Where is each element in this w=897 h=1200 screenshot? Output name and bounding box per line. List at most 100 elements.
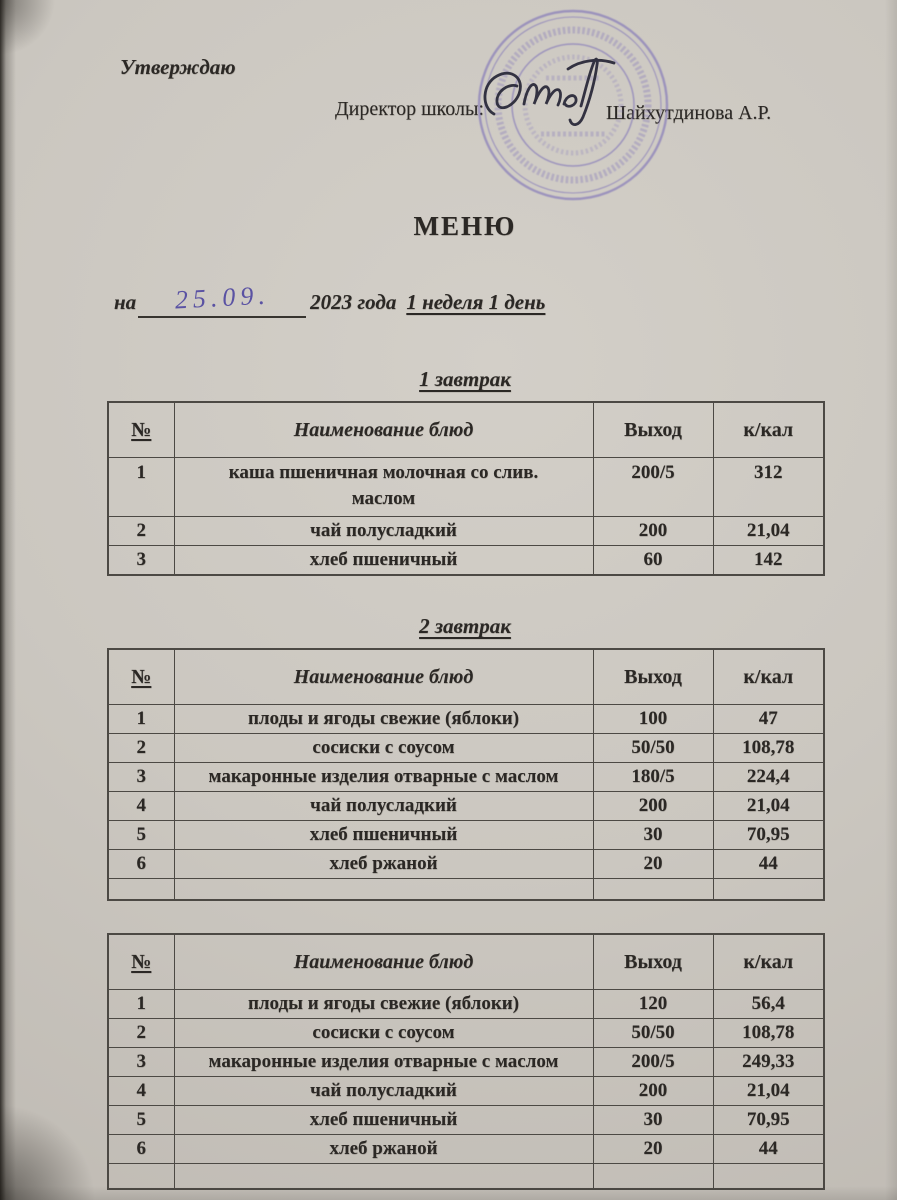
table-cell: 3 xyxy=(107,545,175,576)
handwritten-date: 25.09. xyxy=(173,280,271,315)
approve-label: Утверждаю xyxy=(120,55,236,79)
table-cell xyxy=(107,1163,175,1190)
table-cell: 200 xyxy=(592,1076,714,1106)
table-cell xyxy=(592,878,714,901)
table-row: 1 плоды и ягоды свежие (яблоки) 100 47 xyxy=(107,704,825,734)
page-title: МЕНЮ xyxy=(413,211,517,241)
table-cell: 70,95 xyxy=(712,820,825,850)
column-header: Выход xyxy=(592,401,714,458)
column-header: Выход xyxy=(592,648,714,705)
table-row: 6 хлеб ржаной 20 44 xyxy=(107,1134,825,1164)
table-cell: 4 xyxy=(107,1076,175,1106)
column-header: № xyxy=(107,401,175,458)
table-cell: 200/5 xyxy=(592,457,714,517)
empty-table-row xyxy=(107,1163,825,1190)
table-cell: 5 xyxy=(107,1105,175,1135)
table-cell: 224,4 xyxy=(712,762,825,792)
table-cell: хлеб ржаной xyxy=(173,849,594,879)
table-row: 3 хлеб пшеничный 60 142 xyxy=(107,545,825,576)
table-cell: 3 xyxy=(107,762,175,792)
date-year: 2023 года xyxy=(310,290,397,314)
table-cell: хлеб пшеничный xyxy=(173,545,594,576)
column-header: № xyxy=(107,648,175,705)
table-cell xyxy=(173,878,594,901)
table-cell: макаронные изделия отварные с маслом xyxy=(173,1047,594,1077)
table-cell: 200/5 xyxy=(592,1047,714,1077)
table-cell: 1 xyxy=(107,989,175,1019)
column-header: к/кал xyxy=(712,401,825,458)
table-cell: хлеб ржаной xyxy=(173,1134,594,1164)
table-cell: хлеб пшеничный xyxy=(173,1105,594,1135)
table-cell: 180/5 xyxy=(592,762,714,792)
table-cell xyxy=(107,878,175,901)
table-cell: каша пшеничная молочная со слив. маслом xyxy=(173,457,594,517)
table-row: 5 хлеб пшеничный 30 70,95 xyxy=(107,1105,825,1135)
table-cell xyxy=(712,878,825,901)
table-cell: 20 xyxy=(592,1134,714,1164)
table-cell: 2 xyxy=(107,733,175,763)
table-cell: 3 xyxy=(107,1047,175,1077)
table-row: 1 каша пшеничная молочная со слив. маслом… xyxy=(107,457,825,517)
table-cell: 120 xyxy=(592,989,714,1019)
table-cell: 21,04 xyxy=(712,791,825,821)
table-cell: 44 xyxy=(712,1134,825,1164)
director-signature-icon xyxy=(478,52,638,152)
table-cell: 4 xyxy=(107,791,175,821)
table-cell: чай полусладкий xyxy=(173,516,594,546)
table-cell xyxy=(592,1163,714,1190)
table-cell: хлеб пшеничный xyxy=(173,820,594,850)
table-cell: 21,04 xyxy=(712,516,825,546)
table-cell: 1 xyxy=(107,704,175,734)
column-header: Наименование блюд xyxy=(173,401,594,458)
table-cell: 108,78 xyxy=(712,1018,825,1048)
table-row: 6 хлеб ржаной 20 44 xyxy=(107,849,825,879)
menu-table: № Наименование блюд Выход к/кал 1 плоды и яго… xyxy=(107,933,825,1190)
table-cell: 44 xyxy=(712,849,825,879)
table-cell: 249,33 xyxy=(712,1047,825,1077)
table-cell: 100 xyxy=(592,704,714,734)
column-header: к/кал xyxy=(712,648,825,705)
table-cell: 200 xyxy=(592,791,714,821)
table-row: 3 макаронные изделия отварные с маслом 180… xyxy=(107,762,825,792)
table-cell: сосиски с соусом xyxy=(173,1018,594,1048)
table-row: 5 хлеб пшеничный 30 70,95 xyxy=(107,820,825,850)
table-header-row: № Наименование блюд Выход к/кал xyxy=(107,401,825,458)
date-line: на 25.09. 2023 года 1 неделя 1 день xyxy=(114,281,546,318)
column-header: № xyxy=(107,933,175,990)
table-cell: 200 xyxy=(592,516,714,546)
table-cell: 50/50 xyxy=(592,733,714,763)
table-row: 1 плоды и ягоды свежие (яблоки) 120 56,4 xyxy=(107,989,825,1019)
table-cell: 108,78 xyxy=(712,733,825,763)
table-cell: 56,4 xyxy=(712,989,825,1019)
table-header-row: № Наименование блюд Выход к/кал xyxy=(107,933,825,990)
table-cell: 1 xyxy=(107,457,175,517)
table-cell: 60 xyxy=(592,545,714,576)
table-cell: плоды и ягоды свежие (яблоки) xyxy=(173,704,594,734)
date-prefix: на xyxy=(114,290,137,314)
empty-table-row xyxy=(107,878,825,901)
table-row: 2 сосиски с соусом 50/50 108,78 xyxy=(107,1018,825,1048)
table-row: 2 чай полусладкий 200 21,04 xyxy=(107,516,825,546)
table-row: 3 макаронные изделия отварные с маслом 200… xyxy=(107,1047,825,1077)
table-cell: чай полусладкий xyxy=(173,1076,594,1106)
week-day-label: 1 неделя 1 день xyxy=(406,290,546,314)
table-cell: 5 xyxy=(107,820,175,850)
table-cell: 142 xyxy=(712,545,825,576)
table-row: 2 сосиски с соусом 50/50 108,78 xyxy=(107,733,825,763)
handwritten-date-field: 25.09. xyxy=(138,281,307,318)
table-cell: 70,95 xyxy=(712,1105,825,1135)
table-cell: 6 xyxy=(107,849,175,879)
tables-section: 1 завтрак № Наименование блюд Выход к/кал 1 ка… xyxy=(107,365,825,1190)
table-cell: 20 xyxy=(592,849,714,879)
table-cell xyxy=(712,1163,825,1190)
table-header-row: № Наименование блюд Выход к/кал xyxy=(107,648,825,705)
table-cell xyxy=(173,1163,594,1190)
table-cell: сосиски с соусом xyxy=(173,733,594,763)
table-cell: 50/50 xyxy=(592,1018,714,1048)
column-header: к/кал xyxy=(712,933,825,990)
table-cell: 21,04 xyxy=(712,1076,825,1106)
table-cell: чай полусладкий xyxy=(173,791,594,821)
table-cell: 30 xyxy=(592,820,714,850)
table-cell: 312 xyxy=(712,457,825,517)
menu-table: № Наименование блюд Выход к/кал 1 плоды и яго… xyxy=(107,648,825,901)
